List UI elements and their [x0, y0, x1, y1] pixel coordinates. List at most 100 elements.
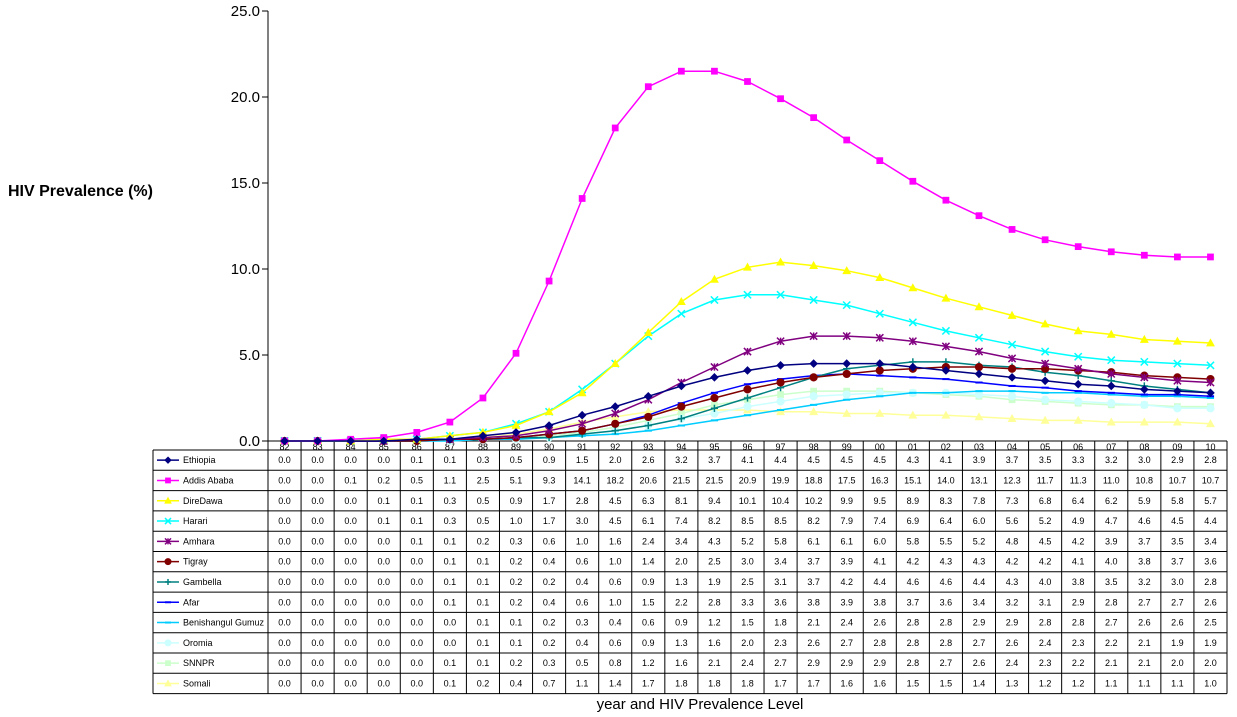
data-point: [1074, 397, 1083, 406]
data-point: [1206, 361, 1215, 370]
table-row: Afar 0.0 0.0 0.0 0.0 0.0 0.1 0.1 0.2 0.4 0.6 1.0 1.5…: [157, 597, 1217, 607]
table-cell: 0.5: [510, 455, 523, 465]
table-cell: 3.8: [1072, 577, 1085, 587]
x-tick-label: 96: [742, 442, 752, 452]
table-cell: 21.5: [706, 475, 724, 485]
table-cell: 3.2: [675, 455, 688, 465]
table-cell: 0.0: [344, 455, 357, 465]
table-cell: 2.7: [840, 638, 853, 648]
table-cell: 2.8: [1204, 577, 1217, 587]
data-point: [842, 331, 851, 341]
table-cell: 3.9: [840, 557, 853, 567]
table-cell: 0.0: [344, 658, 357, 668]
data-point: [1007, 392, 1017, 401]
table-cell: 8.9: [907, 496, 920, 506]
data-point: [909, 177, 917, 185]
table-cell: 2.9: [840, 658, 853, 668]
table-cell: 7.4: [675, 516, 688, 526]
data-point: [743, 347, 752, 356]
table-cell: 3.7: [807, 557, 820, 567]
x-tick-label: 92: [610, 442, 620, 452]
table-cell: 6.1: [807, 536, 820, 546]
table-cell: 0.0: [311, 536, 324, 546]
table-cell: 3.4: [1204, 536, 1217, 546]
table-cell: 1.1: [444, 475, 457, 485]
table-cell: 0.1: [510, 638, 523, 648]
data-point: [346, 436, 355, 446]
series-name: Amhara: [183, 536, 215, 546]
table-cell: 5.5: [940, 536, 953, 546]
table-cell: 2.9: [1006, 618, 1019, 628]
table-cell: 2.8: [940, 638, 953, 648]
table-row: Benishangul Gumuz 0.0 0.0 0.0 0.0 0.0 0.0 0.1 0.…: [157, 618, 1217, 628]
table-cell: 0.1: [411, 536, 424, 546]
data-point: [644, 421, 652, 430]
table-cell: 2.6: [1138, 618, 1151, 628]
data-point: [875, 408, 885, 417]
series-addis-ababa: [281, 67, 1214, 445]
table-cell: 1.0: [609, 557, 622, 567]
table-cell: 4.1: [940, 455, 953, 465]
table-cell: 0.5: [477, 516, 490, 526]
table-cell: 1.8: [774, 618, 787, 628]
table-cell: 0.2: [543, 577, 556, 587]
data-point: [908, 318, 917, 327]
data-point: [1074, 243, 1082, 251]
data-point: [164, 456, 172, 464]
data-point: [1040, 415, 1050, 424]
data-point: [1007, 414, 1017, 423]
table-cell: 1.2: [1039, 678, 1052, 688]
table-cell: 6.4: [940, 516, 953, 526]
table-cell: 18.8: [805, 475, 823, 485]
table-cell: 2.8: [940, 618, 953, 628]
table-cell: 0.6: [576, 557, 589, 567]
table-cell: 3.5: [1171, 536, 1184, 546]
table-cell: 0.0: [377, 678, 390, 688]
series-name: Tigray: [183, 557, 208, 567]
table-cell: 2.1: [807, 618, 820, 628]
data-point: [1073, 379, 1083, 389]
data-point: [1107, 248, 1115, 256]
table-cell: 14.0: [937, 475, 955, 485]
table-cell: 5.8: [1171, 496, 1184, 506]
series-layer: [280, 67, 1215, 446]
table-cell: 1.6: [874, 678, 887, 688]
table-cell: 0.0: [344, 557, 357, 567]
data-point: [776, 337, 785, 346]
table-cell: 1.7: [807, 678, 820, 688]
table-cell: 2.6: [874, 618, 887, 628]
table-cell: 0.3: [576, 618, 589, 628]
data-point: [1206, 338, 1215, 347]
table-cell: 6.0: [973, 516, 986, 526]
table-cell: 2.7: [1138, 597, 1151, 607]
table-cell: 0.0: [311, 618, 324, 628]
table-cell: 7.9: [840, 516, 853, 526]
table-cell: 2.6: [1171, 618, 1184, 628]
table-cell: 2.7: [1171, 597, 1184, 607]
table-cell: 2.6: [642, 455, 655, 465]
table-cell: 9.5: [874, 496, 887, 506]
data-point: [743, 385, 752, 394]
data-point: [743, 290, 752, 299]
data-point: [842, 369, 851, 379]
table-cell: 0.3: [510, 536, 523, 546]
table-cell: 0.4: [609, 618, 622, 628]
table-cell: 3.2: [1006, 597, 1019, 607]
table-cell: 1.8: [708, 678, 721, 688]
data-point: [876, 157, 884, 165]
table-cell: 0.6: [543, 536, 556, 546]
table-cell: 0.1: [377, 516, 390, 526]
table-cell: 3.9: [973, 455, 986, 465]
table-cell: 2.1: [708, 658, 721, 668]
y-axis-label: HIV Prevalence (%): [8, 183, 153, 200]
table-cell: 0.0: [411, 577, 424, 587]
x-tick-label: 84: [346, 442, 356, 452]
table-cell: 2.9: [973, 618, 986, 628]
table-cell: 0.1: [344, 475, 357, 485]
table-cell: 3.6: [1204, 557, 1217, 567]
table-cell: 0.3: [477, 455, 490, 465]
table-cell: 2.0: [1171, 658, 1184, 668]
data-point: [446, 418, 454, 426]
data-point: [1041, 395, 1050, 404]
data-point: [809, 407, 819, 416]
